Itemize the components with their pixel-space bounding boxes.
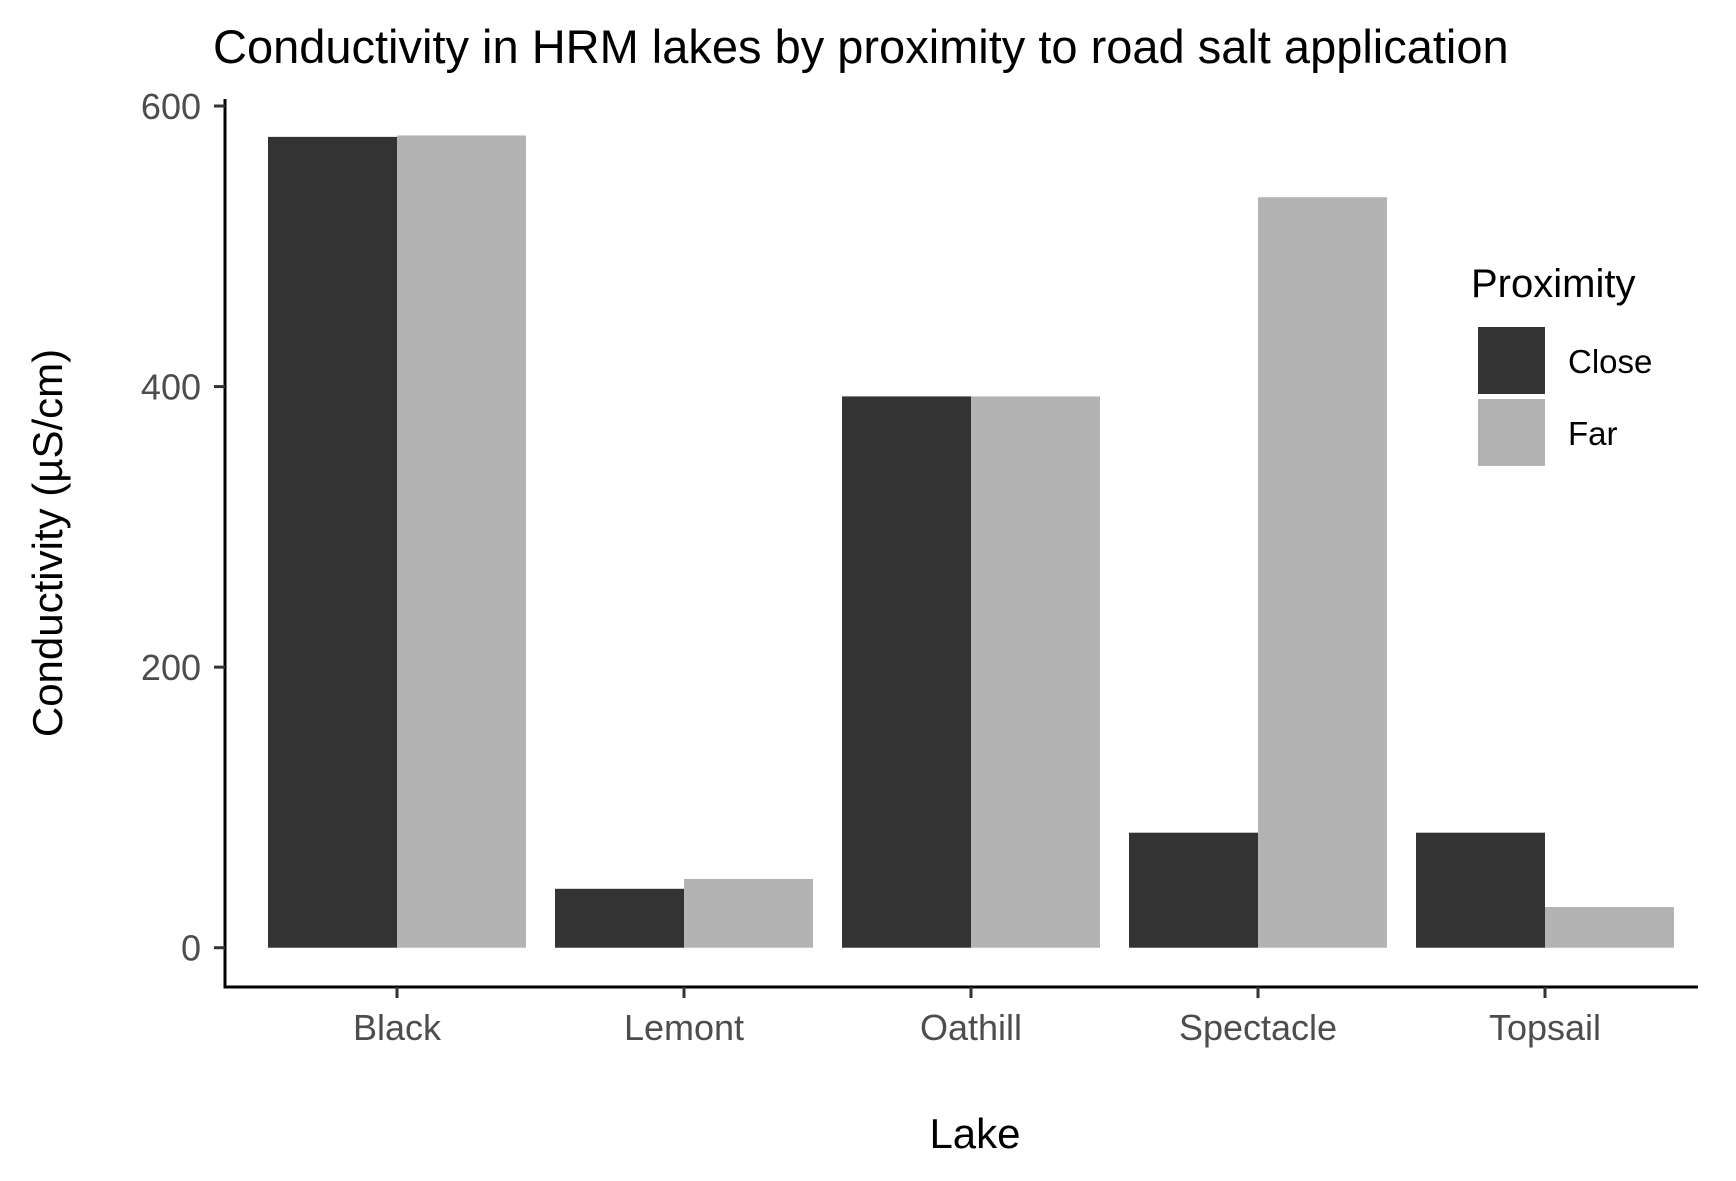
bar-black-close [268,136,397,948]
chart-title: Conductivity in HRM lakes by proximity t… [213,20,1509,73]
y-axis-ticks: 0 200 400 600 [141,86,225,969]
bar-topsail-far [1545,907,1674,948]
bar-oathill-far [971,396,1100,948]
bars [268,135,1674,948]
y-tick-label: 600 [141,86,201,127]
legend-key-far [1478,399,1545,466]
legend: Proximity Close Far [1471,262,1652,466]
y-axis-title: Conductivity (µS/cm) [24,349,71,737]
x-axis-ticks: Black Lemont Oathill Spectacle Topsail [353,987,1601,1048]
bar-lemont-close [555,888,684,948]
x-tick-label: Spectacle [1179,1007,1337,1048]
x-tick-label: Oathill [920,1007,1022,1048]
bar-spectacle-far [1258,197,1387,948]
y-tick-label: 0 [181,928,201,969]
x-tick-label: Topsail [1489,1007,1601,1048]
legend-label-close: Close [1568,343,1652,380]
legend-key-close [1478,327,1545,394]
x-tick-label: Black [353,1007,442,1048]
bar-lemont-far [684,878,813,948]
y-tick-label: 200 [141,647,201,688]
y-tick-label: 400 [141,367,201,408]
bar-spectacle-close [1129,832,1258,948]
legend-label-far: Far [1568,415,1618,452]
bar-oathill-close [842,396,971,948]
legend-title: Proximity [1471,262,1635,306]
x-tick-label: Lemont [624,1007,744,1048]
bar-black-far [397,135,526,948]
bar-topsail-close [1416,832,1545,948]
x-axis-title: Lake [929,1110,1020,1157]
